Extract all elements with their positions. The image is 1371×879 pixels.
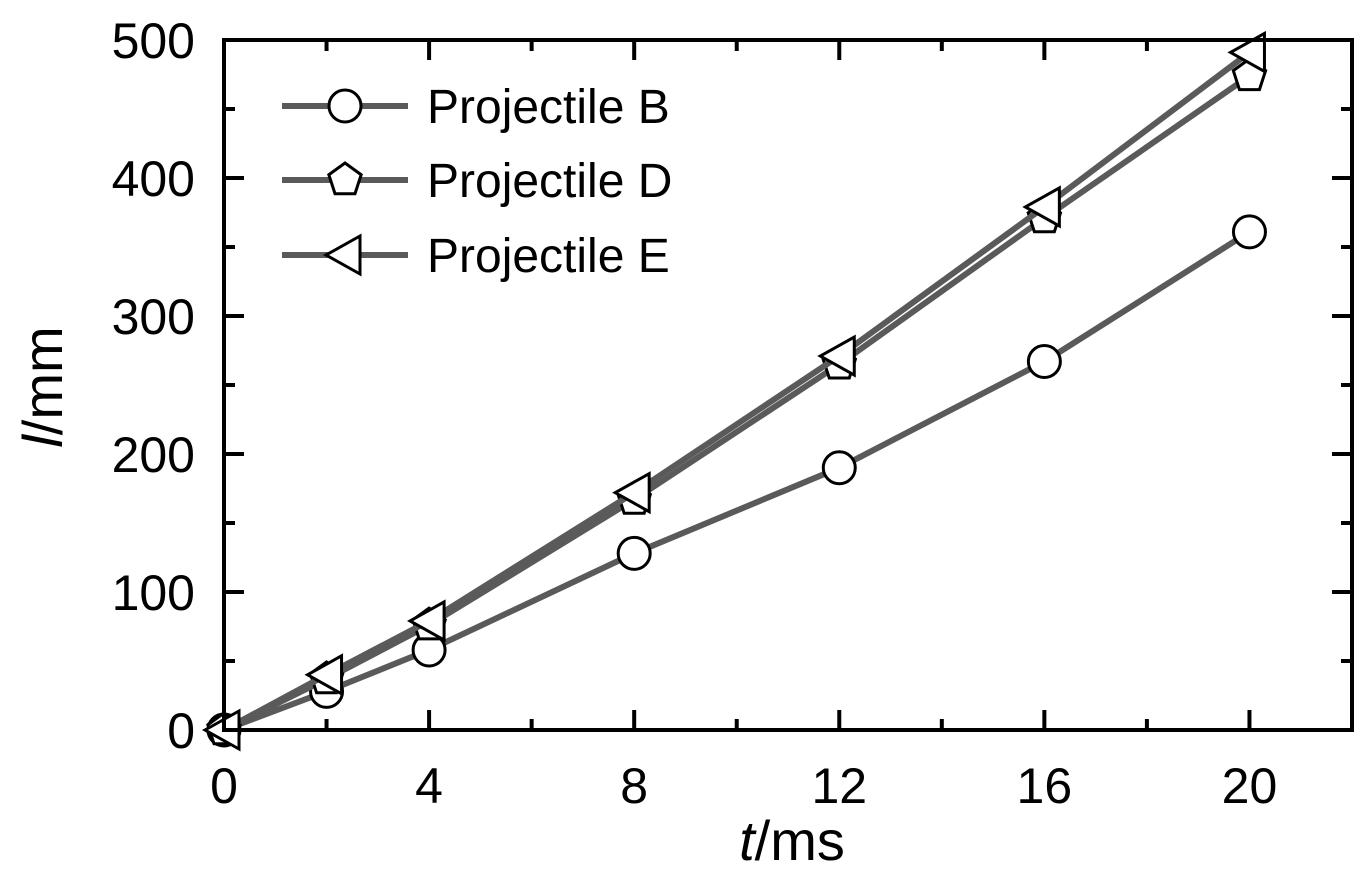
y-tick-label: 500	[112, 13, 195, 69]
legend-swatch-projectile-b	[282, 88, 408, 124]
series-layer	[201, 30, 1268, 752]
data-point-projectile-e	[612, 471, 651, 515]
data-point-projectile-b	[1026, 344, 1062, 380]
legend: Projectile B Projectile D Projectile E	[282, 81, 672, 283]
y-tick-label: 200	[112, 427, 195, 483]
x-tick-label: 8	[620, 758, 648, 814]
data-point-projectile-e	[817, 334, 856, 378]
y-tick-label: 0	[167, 703, 195, 759]
x-tick-label: 20	[1222, 758, 1278, 814]
legend-marker	[322, 233, 362, 277]
series-projectile-e	[201, 30, 1266, 752]
y-tick-label: 300	[112, 289, 195, 345]
series-line-projectile-d	[222, 73, 1252, 733]
data-point-projectile-e	[1022, 185, 1061, 229]
data-point-projectile-b	[821, 450, 857, 486]
series-projectile-b	[206, 214, 1267, 748]
series-line-projectile-e	[222, 50, 1252, 733]
data-point-projectile-e	[304, 653, 344, 697]
data-point-projectile-b	[616, 535, 652, 571]
data-point-projectile-b	[1231, 214, 1267, 250]
legend-marker	[327, 88, 363, 124]
legend-marker	[327, 161, 363, 196]
x-tick-label: 12	[811, 758, 867, 814]
legend-label-projectile-b: Projectile B	[427, 81, 670, 134]
data-point-projectile-e	[1227, 30, 1266, 74]
legend-entry-projectile-e: Projectile E	[282, 230, 670, 283]
y-axis-label: l/mm	[11, 326, 74, 447]
legend-label-projectile-d: Projectile D	[427, 155, 672, 208]
legend-entry-projectile-b: Projectile B	[282, 81, 670, 134]
ticks-layer	[222, 38, 1352, 732]
y-tick-label: 100	[112, 565, 195, 621]
y-tick-label: 400	[112, 151, 195, 207]
x-axis-label: t/ms	[739, 809, 845, 872]
x-tick-label: 0	[210, 758, 238, 814]
plot-frame	[222, 38, 1354, 732]
legend-entry-projectile-d: Projectile D	[282, 155, 672, 208]
legend-swatch-projectile-d	[282, 161, 408, 196]
data-point-projectile-e	[407, 599, 446, 643]
x-tick-label: 4	[415, 758, 443, 814]
legend-swatch-projectile-e	[282, 233, 408, 277]
x-tick-label: 16	[1017, 758, 1073, 814]
legend-label-projectile-e: Projectile E	[427, 230, 670, 283]
